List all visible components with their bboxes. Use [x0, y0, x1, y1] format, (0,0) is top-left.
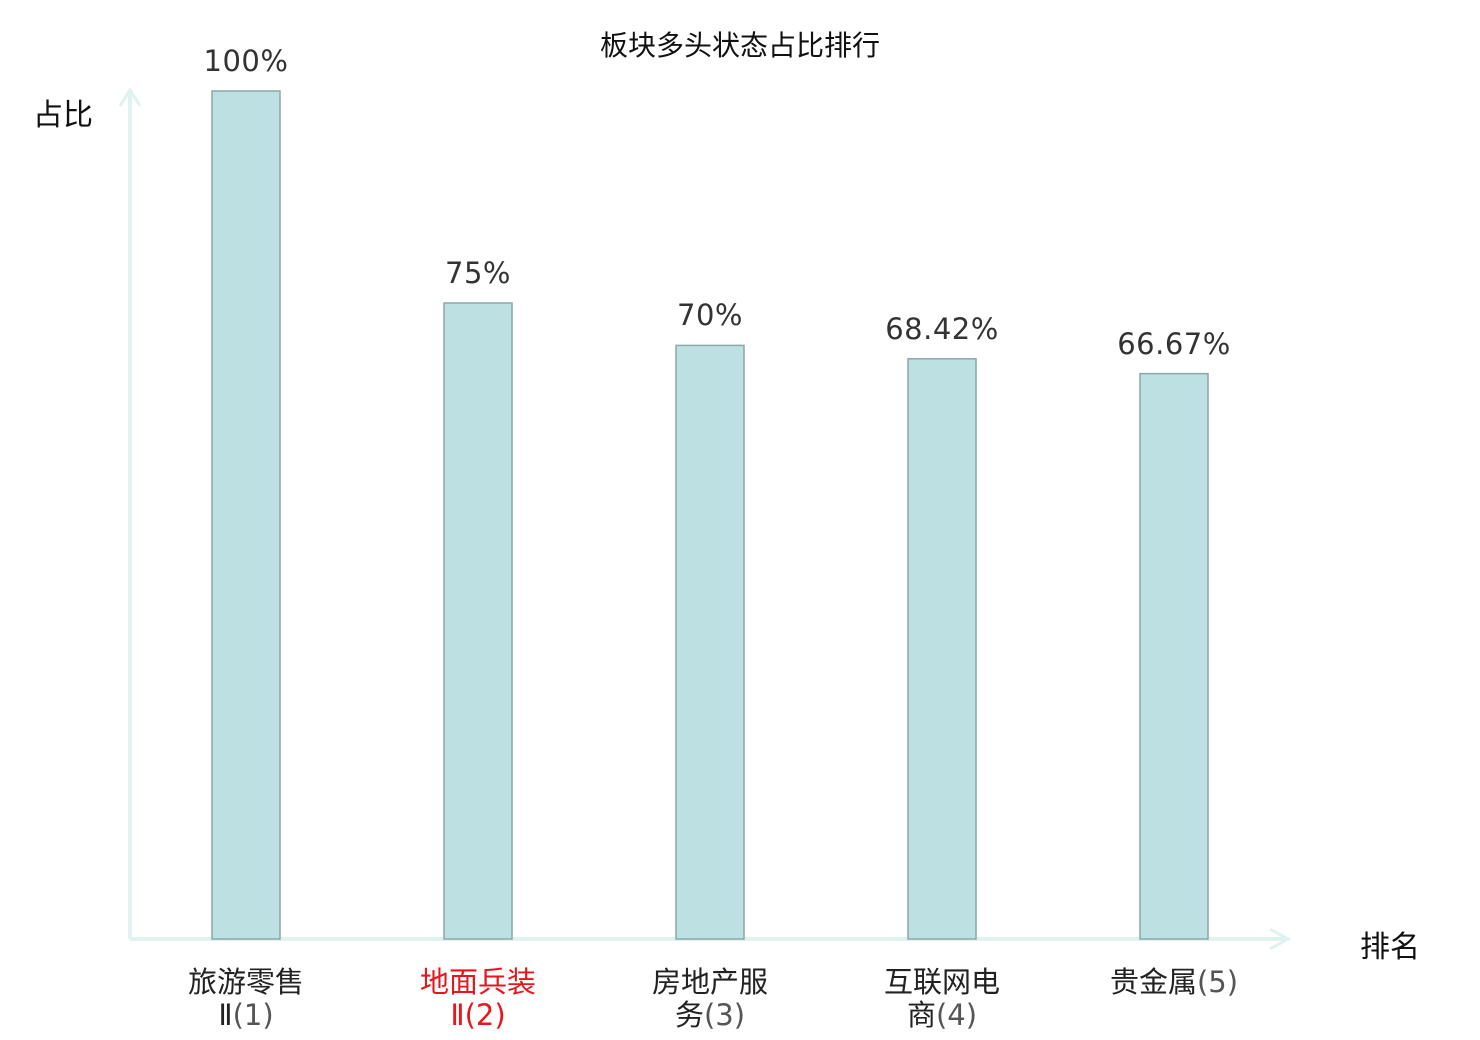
x-tick-label-suffix: 商 [906, 998, 936, 1032]
x-tick-label-line1: 旅游零售 [187, 965, 304, 999]
x-tick-label: 地面兵装 Ⅱ(2) [378, 966, 578, 1032]
x-axis-arrow [1269, 927, 1292, 951]
x-tick-label-line2: 务(3) [610, 999, 810, 1032]
bar [443, 302, 513, 940]
x-tick-label-suffix: Ⅱ [450, 998, 465, 1032]
x-tick-label-suffix: 务 [674, 998, 704, 1032]
rank-label: (4) [935, 998, 978, 1032]
x-tick-label: 房地产服 务(3) [610, 966, 810, 1032]
x-tick-label-line2: Ⅱ(1) [146, 999, 346, 1032]
rank-label: (3) [703, 998, 746, 1032]
bars [211, 90, 1209, 940]
data-label: 70% [677, 298, 743, 333]
bar [211, 90, 281, 940]
rank-label: (1) [232, 998, 274, 1032]
data-label: 68.42% [885, 311, 999, 346]
data-label: 66.67% [1117, 326, 1231, 361]
bar [1139, 372, 1209, 940]
rank-label: (5) [1196, 965, 1239, 999]
x-tick-label-line1: 互联网电 [883, 965, 1000, 999]
x-tick-label-line2: Ⅱ(2) [378, 999, 578, 1032]
data-label: 100% [203, 44, 289, 78]
x-tick-label: 互联网电 商(4) [842, 966, 1042, 1032]
x-tick-label-line1: 房地产服 [651, 965, 768, 999]
data-label: 75% [445, 256, 511, 290]
x-tick-label: 旅游零售 Ⅱ(1) [146, 966, 346, 1032]
y-axis-label: 占比 [33, 98, 93, 133]
bar [675, 344, 745, 940]
bar [907, 358, 977, 940]
chart-title: 板块多头状态占比排行 [599, 29, 880, 62]
x-tick-label-suffix: Ⅱ [218, 998, 233, 1032]
x-tick-label-line1: 贵金属(5) [1109, 965, 1239, 999]
rank-label: (2) [464, 998, 506, 1032]
x-tick-label-line1: 地面兵装 [419, 965, 536, 999]
x-axis-label: 排名 [1360, 930, 1420, 965]
x-tick-label: 贵金属(5) [1074, 966, 1274, 999]
y-axis-arrow [118, 87, 142, 107]
x-tick-label-line2: 商(4) [842, 999, 1042, 1032]
